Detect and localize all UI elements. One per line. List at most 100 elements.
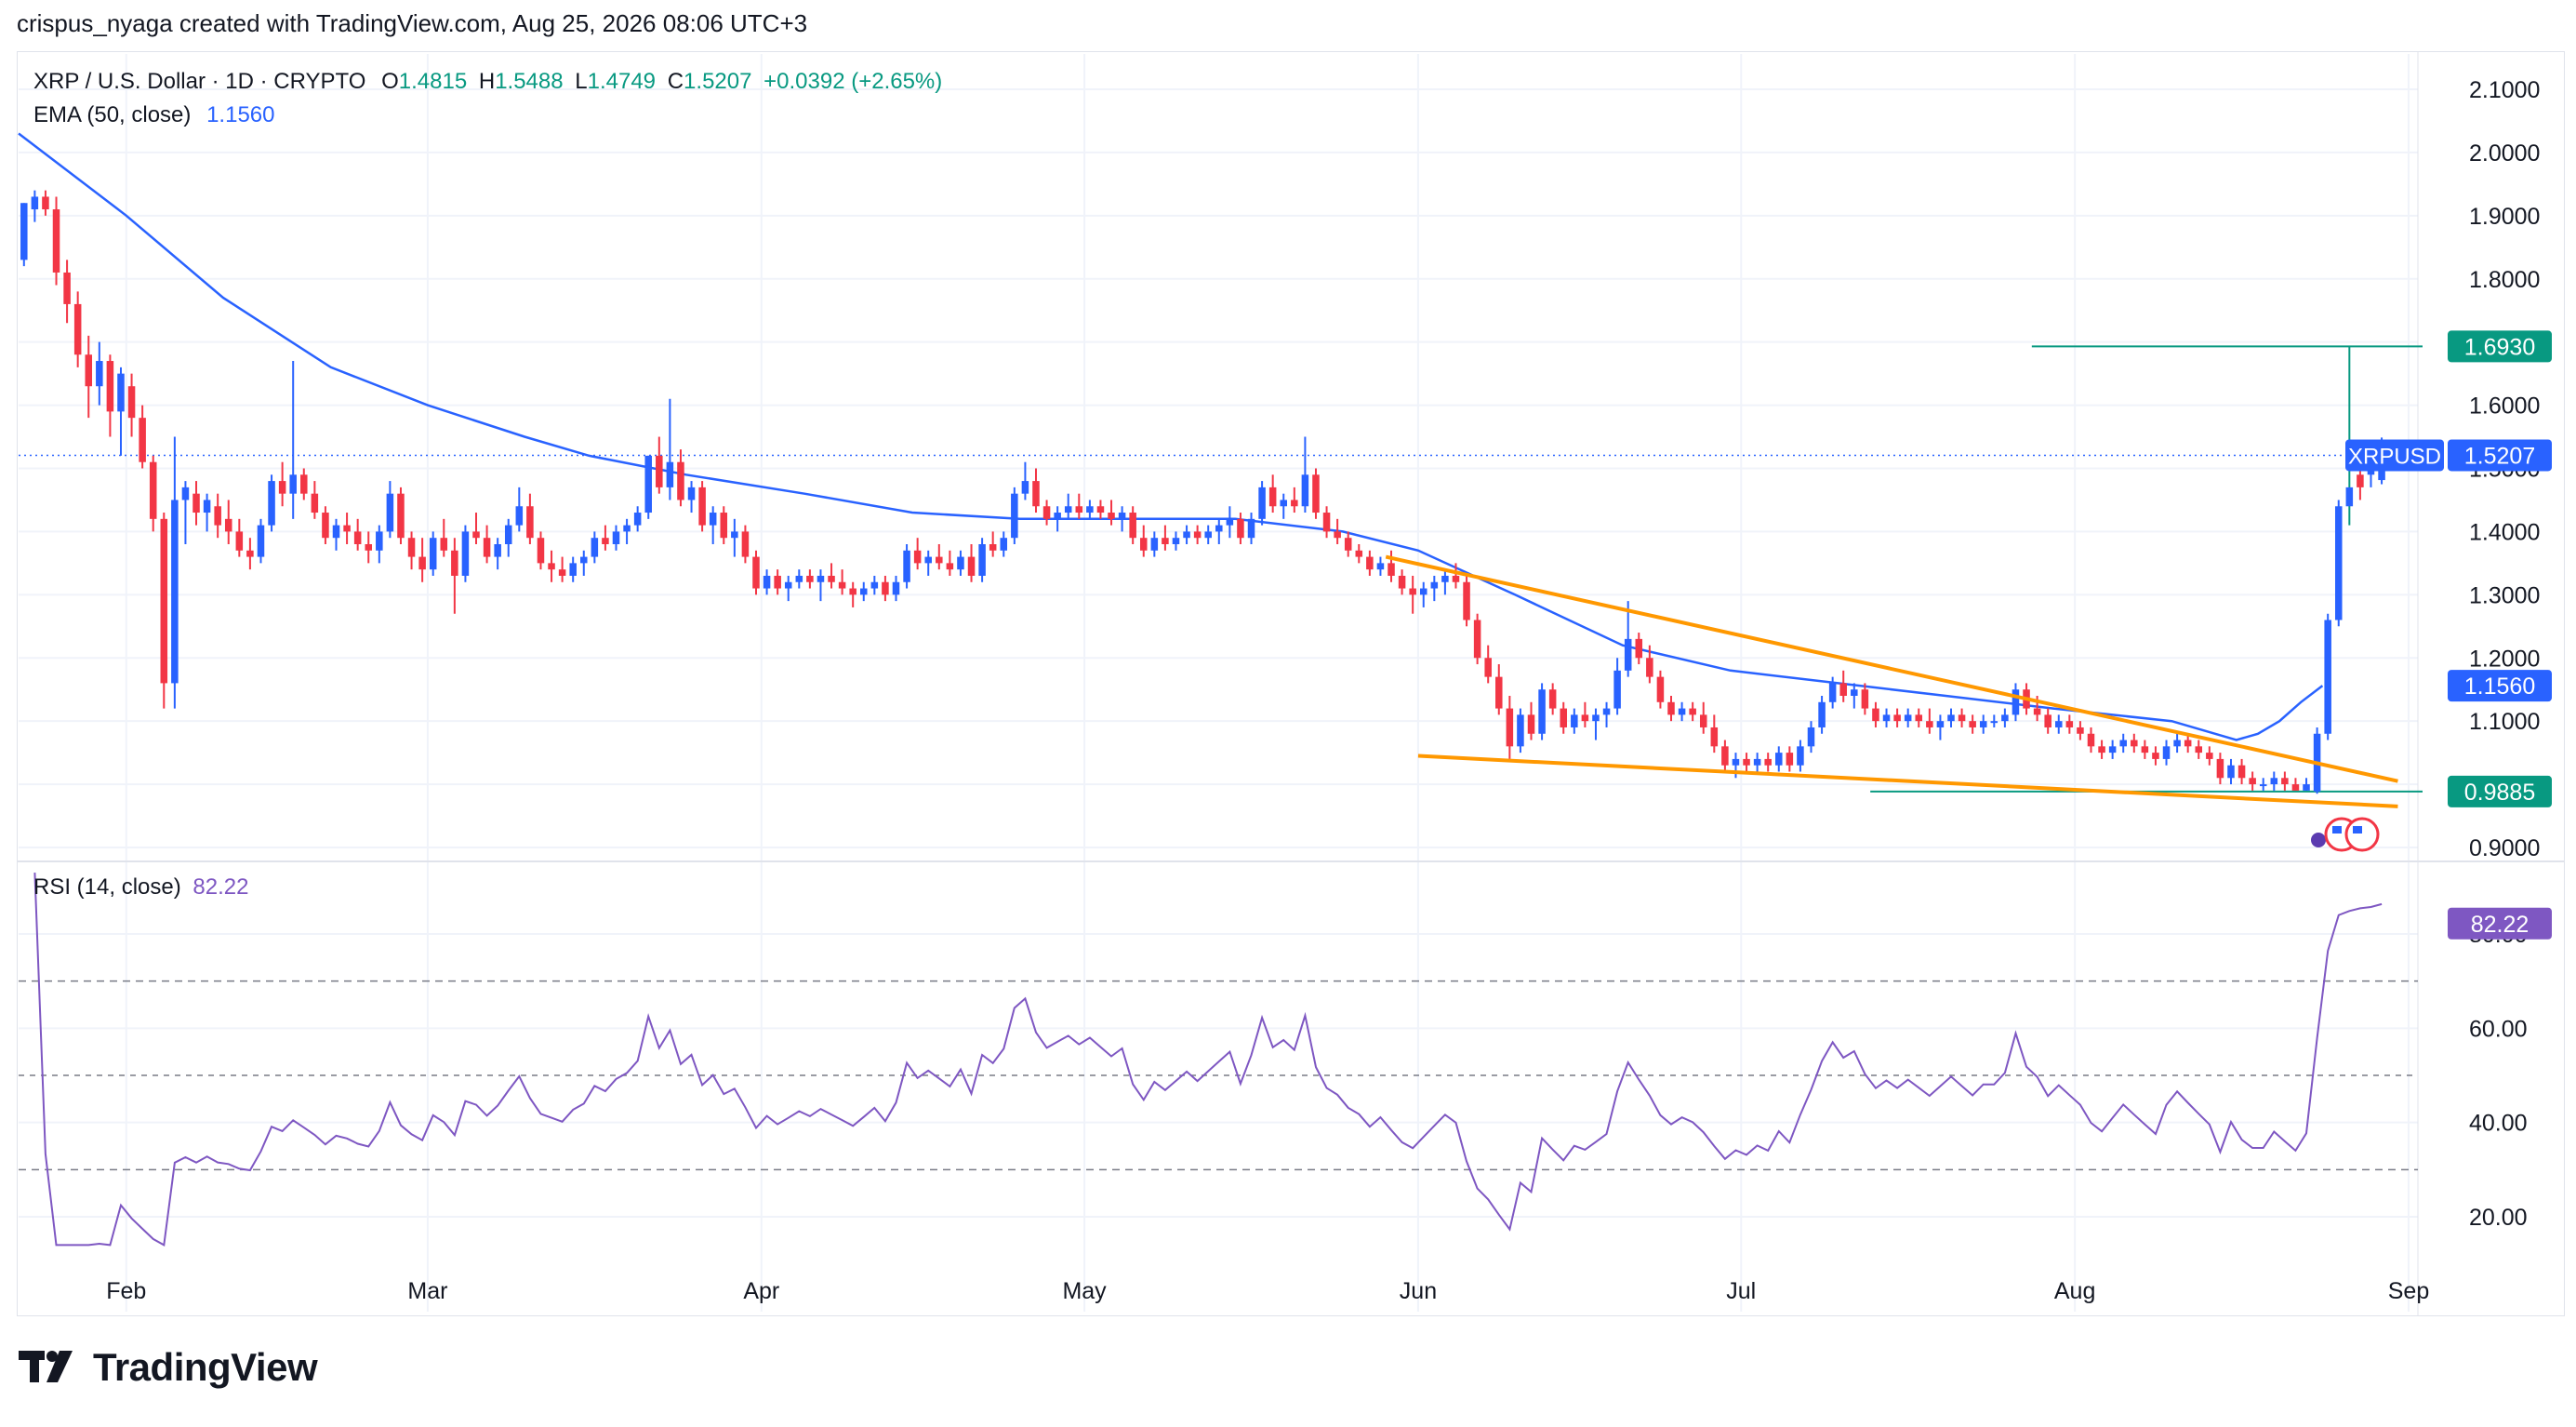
candle-body-136: [1484, 658, 1492, 677]
candle-body-94: [1032, 481, 1040, 507]
high-value: 1.5488: [495, 69, 564, 94]
candle-111: [1215, 518, 1223, 544]
candle-76: [838, 569, 846, 595]
candle-body-101: [1108, 513, 1115, 519]
ema-label[interactable]: EMA (50, close): [33, 102, 192, 127]
candle-31: [353, 518, 362, 551]
candle-47: [526, 493, 534, 544]
candle-178: [1936, 714, 1945, 740]
candle-body-173: [1882, 714, 1891, 722]
candle-body-26: [300, 474, 308, 494]
candle-37: [418, 538, 426, 582]
candle-198: [2152, 746, 2159, 766]
candle-body-20: [235, 531, 244, 551]
date-tick-2: Apr: [743, 1278, 779, 1304]
candle-body-106: [1162, 538, 1169, 544]
candle-body-215: [2334, 506, 2343, 620]
candle-183: [1990, 714, 1998, 727]
candle-11: [139, 405, 146, 469]
price-tick-5: 1.4000: [2469, 519, 2540, 545]
candle-body-129: [1409, 588, 1416, 595]
candle-body-78: [859, 588, 868, 595]
candle-135: [1473, 613, 1481, 665]
candle-56: [623, 518, 631, 544]
candle-body-76: [838, 581, 846, 589]
tradingview-logo[interactable]: TradingView: [19, 1345, 318, 1390]
candle-body-191: [2077, 727, 2084, 734]
candle-body-31: [353, 531, 362, 544]
candle-87: [957, 550, 964, 576]
date-tick-0: Feb: [106, 1278, 146, 1304]
candle-166: [1807, 721, 1815, 754]
rsi-label[interactable]: RSI (14, close): [33, 874, 181, 900]
candle-86: [946, 550, 954, 576]
candle-24: [278, 461, 286, 507]
candle-body-65: [720, 513, 728, 539]
candle-170: [1851, 683, 1858, 709]
candle-body-150: [1635, 638, 1643, 659]
candle-1: [31, 190, 39, 222]
candle-36: [407, 531, 416, 570]
candle-body-169: [1839, 683, 1847, 696]
candle-body-13: [160, 518, 168, 684]
candle-3: [52, 196, 60, 286]
low-value: 1.4749: [587, 69, 657, 94]
candle-26: [300, 468, 308, 500]
candle-body-130: [1419, 588, 1427, 595]
candle-body-54: [602, 538, 609, 544]
close-label: C: [667, 69, 684, 94]
candle-body-67: [741, 531, 750, 557]
candle-17: [203, 493, 211, 532]
candle-body-127: [1388, 563, 1395, 576]
candle-206: [2237, 758, 2246, 785]
candle-body-61: [677, 461, 684, 500]
candle-body-209: [2270, 778, 2278, 785]
symbol-title[interactable]: XRP / U.S. Dollar · 1D · CRYPTO: [33, 69, 366, 94]
candle-body-8: [106, 361, 114, 412]
candle-recent-0: [2345, 346, 2354, 526]
candle-body-177: [1926, 721, 1933, 727]
date-tick-5: Jul: [1726, 1278, 1756, 1304]
candle-body-32: [365, 544, 373, 551]
candle-body-168: [1828, 683, 1837, 702]
candle-body-110: [1204, 531, 1212, 539]
candle-82: [903, 544, 910, 589]
candle-136: [1484, 645, 1492, 684]
candle-85: [936, 544, 943, 570]
candle-57: [633, 506, 642, 532]
candle-128: [1398, 569, 1406, 595]
candle-body-3: [52, 209, 60, 273]
candle-body-174: [1893, 714, 1901, 722]
candle-body-138: [1506, 708, 1514, 747]
candle-62: [687, 481, 696, 513]
rsi-legend: RSI (14, close) 82.22: [33, 874, 248, 900]
candle-body-7: [96, 361, 103, 387]
candle-196: [2131, 733, 2138, 754]
candle-61: [677, 449, 684, 507]
price-tick-0: 0.9000: [2469, 835, 2540, 861]
candle-body-38: [429, 538, 437, 570]
ema-value: 1.1560: [206, 102, 275, 127]
candle-body-88: [967, 556, 976, 576]
candle-body-84: [924, 556, 932, 564]
candle-body-211: [2291, 784, 2300, 791]
candle-133: [1452, 563, 1460, 589]
candle-body-18: [214, 506, 221, 526]
candle-body-139: [1517, 714, 1524, 747]
candle-153: [1667, 696, 1675, 722]
candle-body-95: [1042, 506, 1051, 519]
candle-58: [644, 455, 652, 519]
candle-30: [343, 513, 351, 544]
candle-body-64: [709, 513, 717, 526]
candle-168: [1828, 676, 1837, 709]
pane-divider: [17, 51, 2565, 1316]
level-lines: [19, 345, 2423, 793]
candle-43: [483, 525, 491, 564]
candle-body-75: [828, 575, 835, 582]
candle-body-43: [483, 538, 491, 557]
candle-body-202: [2195, 746, 2203, 754]
candle-203: [2206, 746, 2213, 766]
rsi-badge-bg: [2448, 907, 2552, 940]
candle-7: [96, 341, 103, 406]
candle-65: [720, 506, 728, 544]
